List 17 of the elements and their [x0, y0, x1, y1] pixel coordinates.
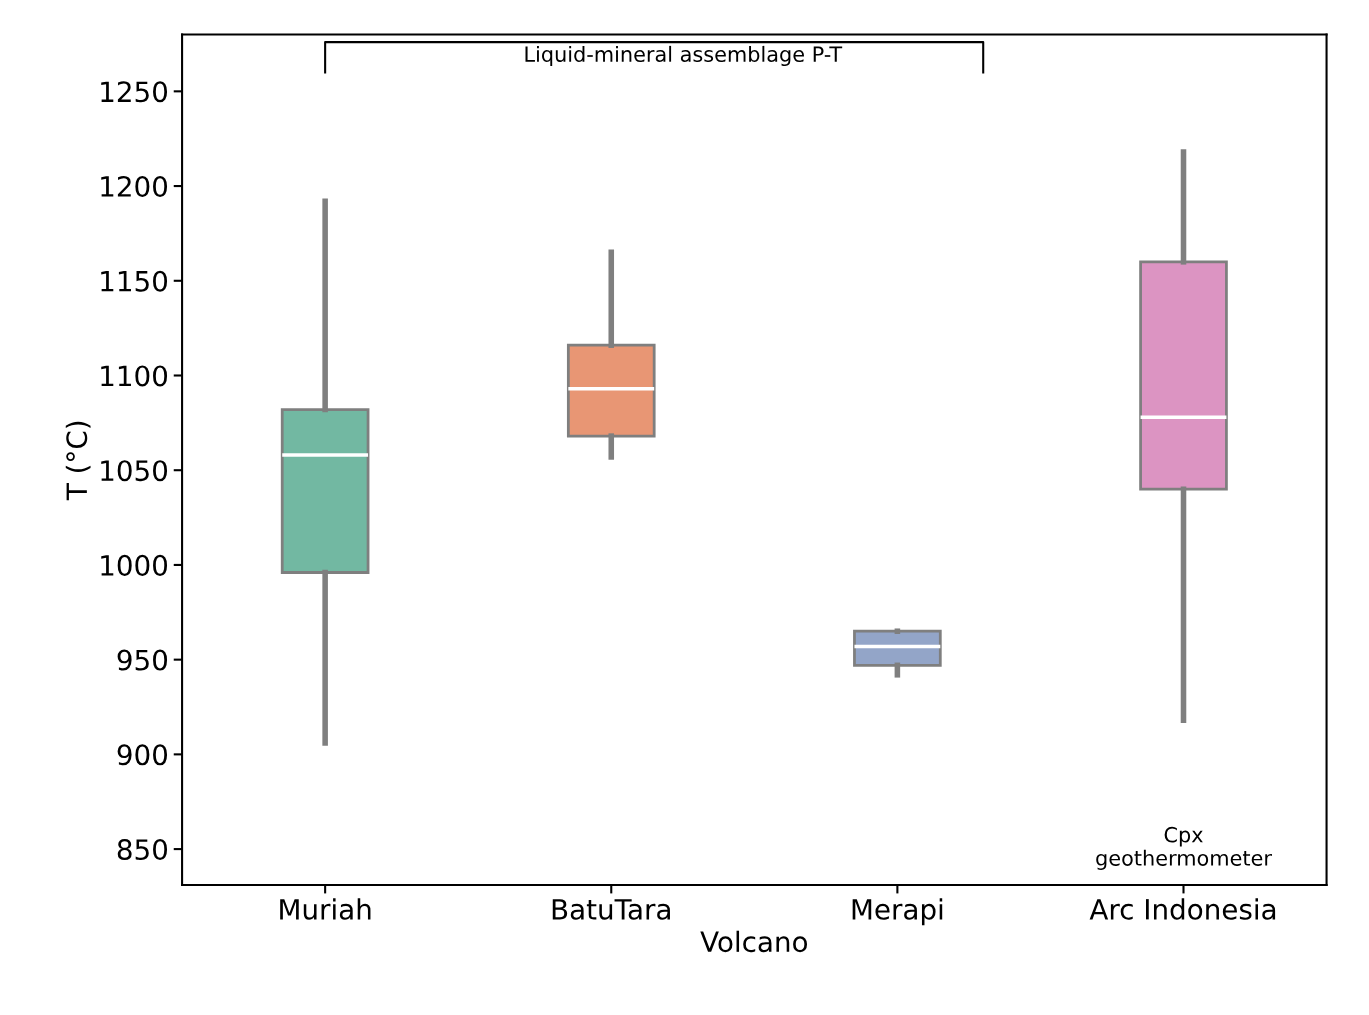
y-tick-label: 850	[117, 839, 168, 861]
x-tick-label: Arc Indonesia	[1089, 898, 1276, 920]
x-tick-label: BatuTara	[552, 899, 670, 920]
annotation: Cpx geothermometer	[1096, 826, 1272, 870]
y-tick-label: 1000	[101, 554, 168, 576]
y-axis-title: T (°C)	[65, 421, 91, 501]
y-tick-label: 900	[117, 744, 168, 766]
x-tick-label: Muriah	[280, 898, 371, 920]
y-tick-label: 950	[117, 649, 168, 671]
y-tick-label: 1100	[101, 365, 168, 387]
y-tick-label: 1250	[101, 81, 168, 103]
x-tick-label: Merapi	[852, 898, 943, 926]
x-axis-title: Volcano	[700, 930, 808, 953]
y-tick-label: 1050	[101, 460, 168, 482]
annotation: Liquid-mineral assemblage P-T	[525, 45, 843, 67]
y-tick-label: 1200	[101, 176, 168, 198]
y-tick-label: 1150	[101, 270, 168, 292]
